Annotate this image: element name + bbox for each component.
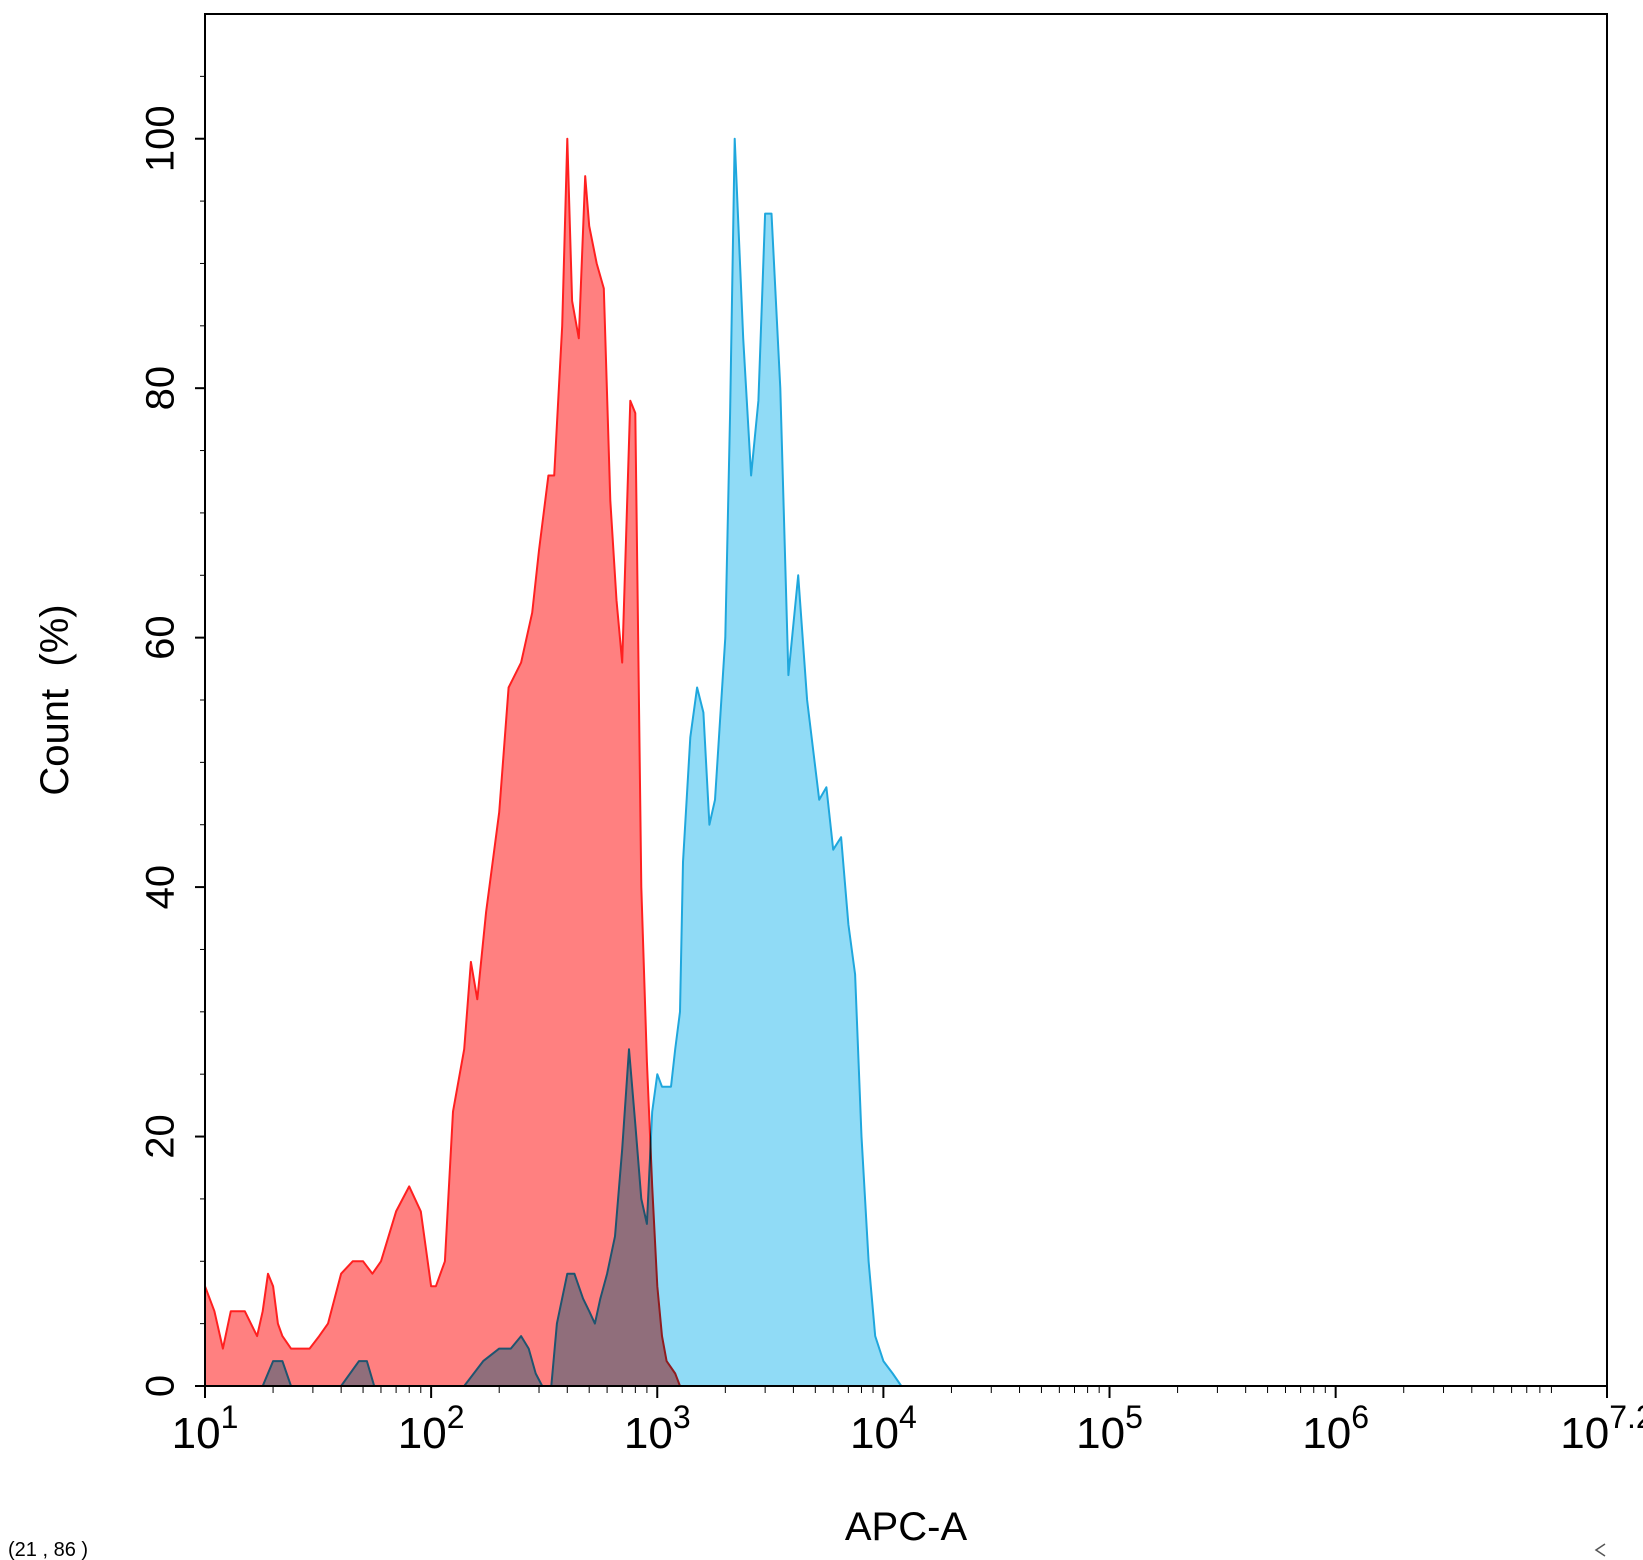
x-tick-label: 107.2 [1560,1399,1643,1458]
x-tick-label: 104 [850,1399,917,1458]
minor-ticks [272,1386,1552,1393]
y-axis-title: Count (%) [33,604,77,795]
x-tick-label: 101 [172,1399,239,1458]
x-tick-label: 105 [1076,1399,1143,1458]
corner-arrow-icon [1594,1543,1606,1557]
y-tick-label: 0 [139,1375,183,1397]
y-tick-label: 60 [139,615,183,660]
x-axis: 101 102 103 104 105 106 107.2 [172,1386,1643,1458]
y-tick-label: 100 [139,105,183,172]
plot-area [204,137,1133,1387]
y-tick-label: 80 [139,366,183,411]
x-tick-label: 102 [398,1399,465,1458]
y-tick-label: 20 [139,1114,183,1159]
plot-frame [204,13,1608,1387]
x-tick-label: 103 [624,1399,691,1458]
cursor-coordinate-readout: (21 , 86 ) [8,1539,88,1560]
x-tick-label: 106 [1302,1399,1369,1458]
y-axis: 0 20 40 60 80 100 [139,75,205,1397]
histogram-series-2 [261,137,1133,1387]
y-tick-label: 40 [139,865,183,910]
x-axis-title: APC-A [845,1505,968,1549]
